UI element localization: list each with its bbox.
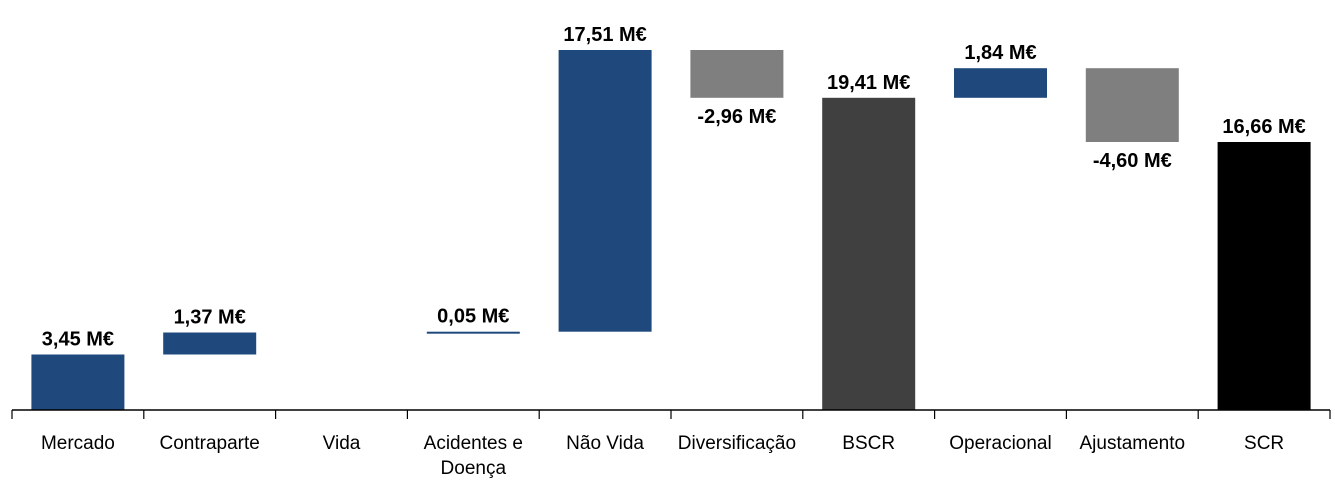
category-labels-group: Mercado Contraparte Vida Acidentes e Doença N…: [41, 433, 1284, 479]
category-label-acidentes-e-doenca: Acidentes e Doença: [424, 433, 523, 479]
data-label-mercado: 3,45 M€: [42, 329, 114, 351]
category-label-contraparte: Contraparte: [160, 433, 260, 454]
data-label-acidentes-e-doenca: 0,05 M€: [437, 306, 509, 328]
bar-nao-vida: [558, 50, 652, 332]
data-label-ajustamento: -4,60 M€: [1093, 150, 1172, 172]
category-label-vida: Vida: [323, 433, 361, 454]
category-label-line: Doença: [441, 458, 507, 479]
category-label-nao-vida: Não Vida: [566, 433, 644, 454]
bar-contraparte: [163, 332, 257, 355]
bar-operacional: [954, 68, 1047, 98]
data-label-bscr: 19,41 M€: [827, 72, 910, 94]
category-label-ajustamento: Ajustamento: [1079, 433, 1185, 454]
data-label-contraparte: 1,37 M€: [174, 307, 246, 329]
bar-diversificacao: [690, 50, 784, 98]
bar-ajustamento: [1085, 68, 1179, 142]
category-label-line: Ajustamento: [1079, 433, 1185, 454]
category-label-line: BSCR: [842, 433, 895, 454]
category-label-line: SCR: [1244, 433, 1284, 454]
category-label-line: Não Vida: [566, 433, 644, 454]
bar-acidentes-e-doenca: [426, 331, 520, 334]
category-label-operacional: Operacional: [949, 433, 1051, 454]
category-label-line: Diversificação: [678, 433, 796, 454]
data-label-diversificacao: -2,96 M€: [697, 106, 776, 128]
bars-group: [31, 50, 1311, 411]
data-labels-group: 3,45 M€ 1,37 M€ 0,05 M€ 17,51 M€ -2,96 M€ 19,…: [42, 24, 1306, 351]
category-label-mercado: Mercado: [41, 433, 115, 454]
category-label-line: Vida: [323, 433, 361, 454]
category-label-line: Acidentes e: [424, 433, 523, 454]
bar-scr: [1217, 142, 1311, 410]
category-label-line: Operacional: [949, 433, 1051, 454]
data-label-operacional: 1,84 M€: [964, 42, 1036, 64]
bar-bscr: [822, 97, 916, 411]
data-label-scr: 16,66 M€: [1222, 116, 1305, 138]
category-label-line: Contraparte: [160, 433, 260, 454]
category-label-line: Mercado: [41, 433, 115, 454]
data-label-nao-vida: 17,51 M€: [563, 24, 646, 46]
category-label-scr: SCR: [1244, 433, 1284, 454]
x-axis: [11, 409, 1331, 419]
bar-mercado: [31, 354, 125, 410]
category-label-diversificacao: Diversificação: [678, 433, 796, 454]
category-label-bscr: BSCR: [842, 433, 895, 454]
